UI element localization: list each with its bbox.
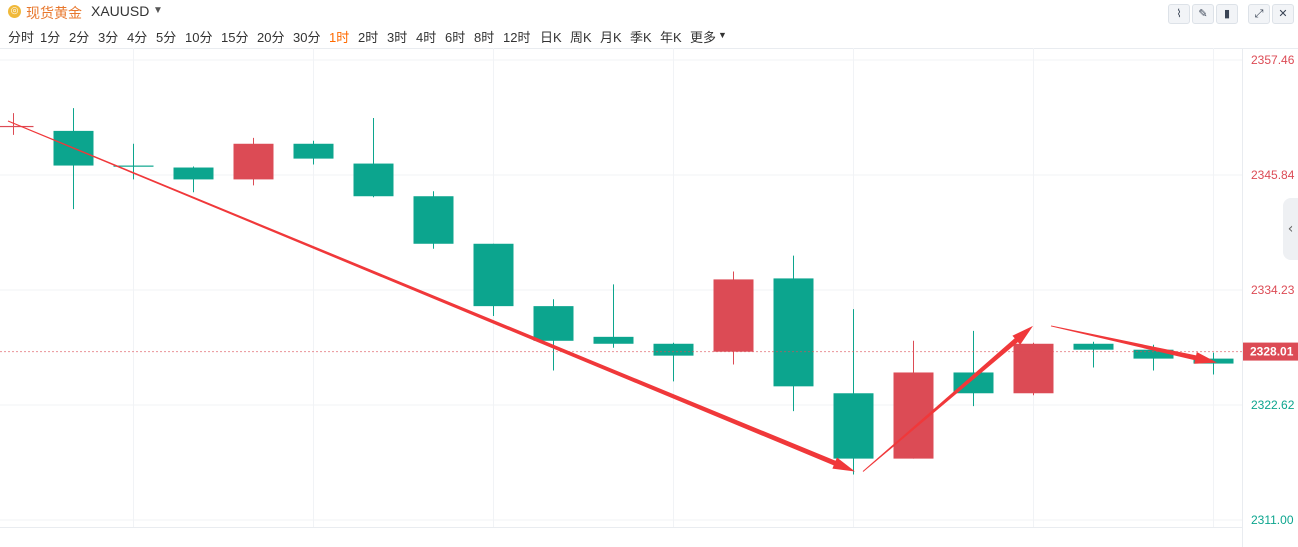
period-tab[interactable]: 10分 (185, 30, 213, 45)
candle-body (593, 336, 634, 344)
candle-body (233, 143, 274, 180)
y-tick-label: 2357.46 (1251, 53, 1295, 67)
period-tab[interactable]: 4分 (127, 30, 148, 45)
period-tab[interactable]: 20分 (257, 30, 285, 45)
period-tab[interactable]: 月K (600, 30, 622, 45)
gold-coin-icon: ◎ (8, 5, 21, 18)
period-tab[interactable]: 日K (540, 30, 562, 45)
period-tab[interactable]: 5分 (156, 30, 177, 45)
period-tab[interactable]: 季K (630, 30, 652, 45)
expand-icon[interactable]: ⤢ (1248, 4, 1270, 24)
candle-body (1073, 343, 1114, 350)
current-price-badge (1243, 342, 1298, 361)
period-tab[interactable]: 年K (660, 30, 682, 45)
instrument-symbol[interactable]: XAUUSD (91, 3, 150, 19)
trend-arrow (7, 120, 856, 472)
candle (953, 330, 994, 407)
candle (773, 255, 814, 412)
period-tab[interactable]: 15分 (221, 30, 249, 45)
title-bar: ◎ 现货黄金 XAUUSD ▼ ⌇ ✎ ▮ ⤢ ✕ (0, 0, 1298, 24)
period-tab[interactable]: 8时 (474, 30, 495, 45)
candle (593, 284, 634, 348)
candle-body (533, 306, 574, 341)
candle (533, 299, 574, 371)
candle (413, 191, 454, 249)
y-tick-label: 2345.84 (1251, 168, 1295, 182)
candle (233, 137, 274, 186)
candle (293, 140, 334, 165)
candle (1073, 341, 1114, 368)
candle (353, 118, 394, 198)
period-tab[interactable]: 2分 (69, 30, 90, 45)
candle (0, 113, 34, 135)
candle-body (113, 165, 154, 167)
period-tab[interactable]: 2时 (358, 30, 379, 45)
period-tab[interactable]: 分时 (8, 30, 35, 45)
period-tab[interactable]: 更多 (690, 30, 717, 45)
candle-body (833, 393, 874, 459)
chevron-down-icon[interactable]: ▼ (153, 5, 163, 16)
candle-body (0, 125, 34, 128)
candle (113, 143, 154, 180)
candle-body (773, 278, 814, 387)
collapse-panel-icon[interactable]: ‹ (1283, 198, 1298, 260)
y-tick-label: 2334.23 (1251, 283, 1295, 297)
candle (53, 108, 94, 210)
line-chart-icon[interactable]: ⌇ (1168, 4, 1190, 24)
candle-body (413, 196, 454, 244)
chevron-down-icon[interactable]: ▼ (718, 30, 727, 40)
period-tab[interactable]: 12时 (503, 30, 531, 45)
candle (653, 342, 694, 382)
candle (713, 271, 754, 365)
period-tab[interactable]: 1分 (40, 30, 61, 45)
instrument-title: 现货黄金 (26, 5, 82, 21)
trend-arrow (862, 325, 1033, 472)
current-price-label: 2328.01 (1250, 345, 1294, 359)
period-tab[interactable]: 30分 (293, 30, 321, 45)
period-tab[interactable]: 3分 (98, 30, 119, 45)
candlestick-icon[interactable]: ▮ (1216, 4, 1238, 24)
candle-body (653, 343, 694, 356)
y-tick-label: 2311.00 (1251, 513, 1294, 527)
candle-body (1133, 349, 1174, 359)
y-tick-label: 2322.62 (1251, 398, 1295, 412)
period-tab[interactable]: 3时 (387, 30, 408, 45)
candle (473, 243, 514, 317)
candle (1013, 342, 1054, 396)
period-tab[interactable]: 4时 (416, 30, 437, 45)
draw-pen-icon[interactable]: ✎ (1192, 4, 1214, 24)
period-tab[interactable]: 6时 (445, 30, 466, 45)
candle (173, 166, 214, 193)
candle-body (293, 143, 334, 159)
candle-body (353, 163, 394, 197)
candle-body (713, 279, 754, 352)
close-icon[interactable]: ✕ (1272, 4, 1294, 24)
period-tab[interactable]: 周K (570, 30, 592, 45)
candle-body (473, 243, 514, 307)
trend-arrow (1050, 325, 1217, 364)
candle (833, 309, 874, 475)
candle-body (173, 167, 214, 180)
period-tab[interactable]: 1时 (329, 30, 350, 45)
candle-body (953, 372, 994, 394)
